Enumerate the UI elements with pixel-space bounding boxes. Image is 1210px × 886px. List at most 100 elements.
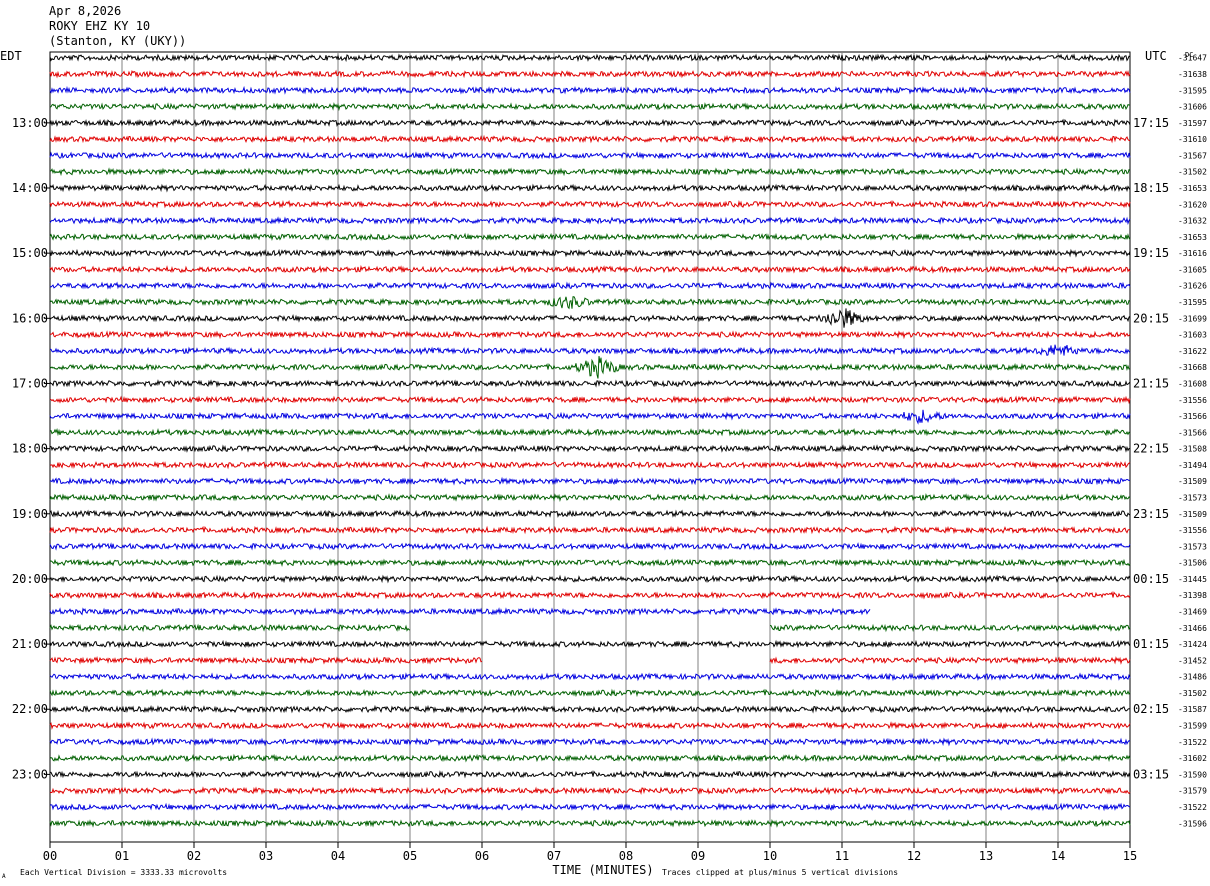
x-tick-label: 01 — [115, 849, 129, 863]
trace-line — [49, 296, 1131, 310]
trace-line — [49, 308, 1131, 328]
trace-line — [49, 493, 1131, 503]
left-hour-label: 18:00 — [12, 442, 48, 456]
dc-offset-label: -31590 — [1178, 770, 1207, 779]
dc-offset-label: -31398 — [1178, 591, 1207, 600]
dc-offset-label: -31506 — [1178, 559, 1207, 568]
right-hour-label: 20:15 — [1133, 311, 1169, 325]
x-tick-label: 05 — [403, 849, 417, 863]
left-hour-label: 15:00 — [12, 246, 48, 260]
trace-line — [49, 672, 1131, 682]
right-hour-label: 19:15 — [1133, 246, 1169, 260]
dc-offset-label: -31502 — [1178, 168, 1207, 177]
trace-line — [49, 53, 1131, 63]
dc-offset-label: -31603 — [1178, 331, 1207, 340]
dc-offset-label: -31668 — [1178, 363, 1207, 372]
trace-line — [49, 509, 1131, 519]
trace-line — [49, 590, 1131, 600]
trace-line — [49, 786, 1131, 796]
dc-offset-label: -31597 — [1178, 119, 1207, 128]
trace-line — [49, 656, 1131, 665]
trace-line — [50, 330, 1131, 340]
x-tick-label: 02 — [187, 849, 201, 863]
dc-offset-label: -31486 — [1178, 673, 1207, 682]
trace-line — [49, 281, 1131, 290]
right-hour-label: 21:15 — [1133, 376, 1169, 390]
trace-line — [49, 558, 1131, 568]
dc-offset-label: -31469 — [1178, 608, 1207, 617]
x-tick-label: 09 — [691, 849, 705, 863]
left-hour-label: 23:00 — [12, 767, 48, 781]
x-tick-label: 07 — [547, 849, 561, 863]
clipping-note: Traces clipped at plus/minus 5 vertical … — [662, 868, 898, 877]
dc-offset-label: -31595 — [1178, 298, 1207, 307]
dc-offset-label: -31579 — [1178, 787, 1207, 796]
left-hour-label: 14:00 — [12, 181, 48, 195]
right-hour-label: 01:15 — [1133, 637, 1169, 651]
left-hour-label: 21:00 — [12, 637, 48, 651]
trace-line — [49, 102, 1130, 112]
trace-line — [49, 151, 1131, 160]
x-tick-label: 00 — [43, 849, 57, 863]
vertical-scale-note: Each Vertical Division = 3333.33 microvo… — [20, 868, 227, 877]
right-hour-label: 03:15 — [1133, 767, 1169, 781]
trace-line — [49, 770, 1131, 779]
trace-line — [49, 802, 1131, 812]
trace-line — [49, 409, 1131, 425]
x-tick-label: 14 — [1051, 849, 1065, 863]
plot-frame — [49, 51, 1131, 843]
dc-offset-label: -31632 — [1178, 217, 1207, 226]
x-tick-label: 11 — [835, 849, 849, 863]
trace-line — [49, 118, 1131, 128]
dc-offset-label: -31699 — [1178, 314, 1207, 323]
trace-line — [49, 525, 1130, 535]
station-code: ROKY EHZ KY 10 — [49, 19, 151, 33]
dc-offset-label: -31556 — [1178, 526, 1207, 535]
dc-offset-label: -31605 — [1178, 265, 1207, 274]
x-tick-label: 06 — [475, 849, 489, 863]
dc-offset-label: -31653 — [1178, 184, 1207, 193]
dc-offset-label: -31595 — [1178, 86, 1207, 95]
trace-line — [49, 167, 1131, 177]
dc-offset-label: -31494 — [1178, 461, 1207, 470]
dc-offset-label: -31466 — [1178, 624, 1207, 633]
dc-offset-label: -31602 — [1178, 754, 1207, 763]
station-location: (Stanton, KY (UKY)) — [49, 34, 187, 48]
dc-offset-label: -31509 — [1178, 510, 1207, 519]
left-hour-label: 20:00 — [12, 572, 48, 586]
dc-offset-label: -31445 — [1178, 575, 1207, 584]
dc-offset-label: -31599 — [1178, 722, 1207, 731]
trace-line — [49, 753, 1131, 763]
dc-offset-label: -31522 — [1178, 803, 1207, 812]
trace-line — [49, 216, 1131, 226]
right-hour-label: 17:15 — [1133, 116, 1169, 130]
left-hour-label: 22:00 — [12, 702, 48, 716]
dc-offset-label: -31638 — [1178, 70, 1207, 79]
trace-line — [49, 356, 1130, 379]
dc-offset-label: -31596 — [1178, 819, 1207, 828]
trace-line — [49, 183, 1131, 193]
corner-mark: A — [2, 873, 6, 880]
x-tick-label: 10 — [763, 849, 777, 863]
dc-offset-label: -31424 — [1178, 640, 1207, 649]
dc-offset-label: -31522 — [1178, 738, 1207, 747]
utc-label: UTC — [1145, 49, 1167, 63]
left-hour-label: 17:00 — [12, 376, 48, 390]
dc-offset-label: -31653 — [1178, 233, 1207, 242]
trace-line — [49, 85, 1131, 95]
dc-offset-label: -31622 — [1178, 347, 1207, 356]
dc-offset-label: -31573 — [1178, 542, 1207, 551]
trace-line — [49, 623, 1131, 633]
trace-line — [49, 264, 1131, 274]
trace-line — [49, 444, 1131, 453]
x-tick-label: 13 — [979, 849, 993, 863]
dc-header-label: DC — [1185, 51, 1193, 59]
dc-offset-label: -31566 — [1178, 412, 1207, 421]
x-tick-label: 03 — [259, 849, 273, 863]
trace-line — [49, 379, 1131, 388]
right-hour-label: 23:15 — [1133, 507, 1169, 521]
edt-label: EDT — [0, 49, 22, 63]
dc-offset-label: -31606 — [1178, 103, 1207, 112]
trace-line — [50, 609, 1130, 615]
trace-line — [49, 704, 1131, 714]
